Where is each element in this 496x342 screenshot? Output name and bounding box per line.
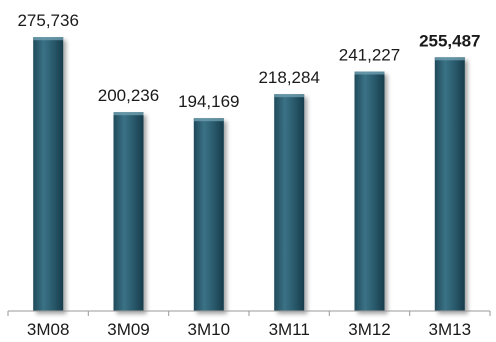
bar-cap-3M11 [274,94,305,98]
bar-cap-3M10 [193,118,224,122]
bar-cap-3M08 [33,37,64,41]
bar-3M08 [33,37,64,311]
bar-cap-3M09 [113,112,144,116]
value-label-3M11: 218,284 [258,68,319,87]
value-label-3M10: 194,169 [178,92,239,111]
bars-group [33,37,465,311]
value-label-3M08: 275,736 [17,11,78,30]
x-tick-label-3M10: 3M10 [188,320,231,339]
value-labels-group: 275,736 200,236 194,169 218,284 241,227 255,4… [17,11,480,111]
value-label-3M09: 200,236 [98,86,159,105]
bar-3M12 [354,71,385,311]
bar-cap-3M13 [434,57,465,61]
bar-3M11 [274,94,305,311]
x-tick-label-3M08: 3M08 [27,320,70,339]
bar-cap-3M12 [354,71,385,75]
x-tick-label-3M11: 3M11 [269,320,310,339]
value-label-3M13: 255,487 [419,31,480,50]
x-tick-label-3M13: 3M13 [429,320,472,339]
bar-3M10 [193,118,224,311]
x-axis-labels-group: 3M08 3M09 3M10 3M11 3M12 3M13 [27,320,471,339]
value-label-3M12: 241,227 [339,46,400,65]
x-tick-label-3M09: 3M09 [107,320,150,339]
x-axis-ticks-group [7,311,491,316]
bar-3M09 [113,112,144,311]
x-tick-label-3M12: 3M12 [348,320,391,339]
bar-3M13 [434,57,465,311]
